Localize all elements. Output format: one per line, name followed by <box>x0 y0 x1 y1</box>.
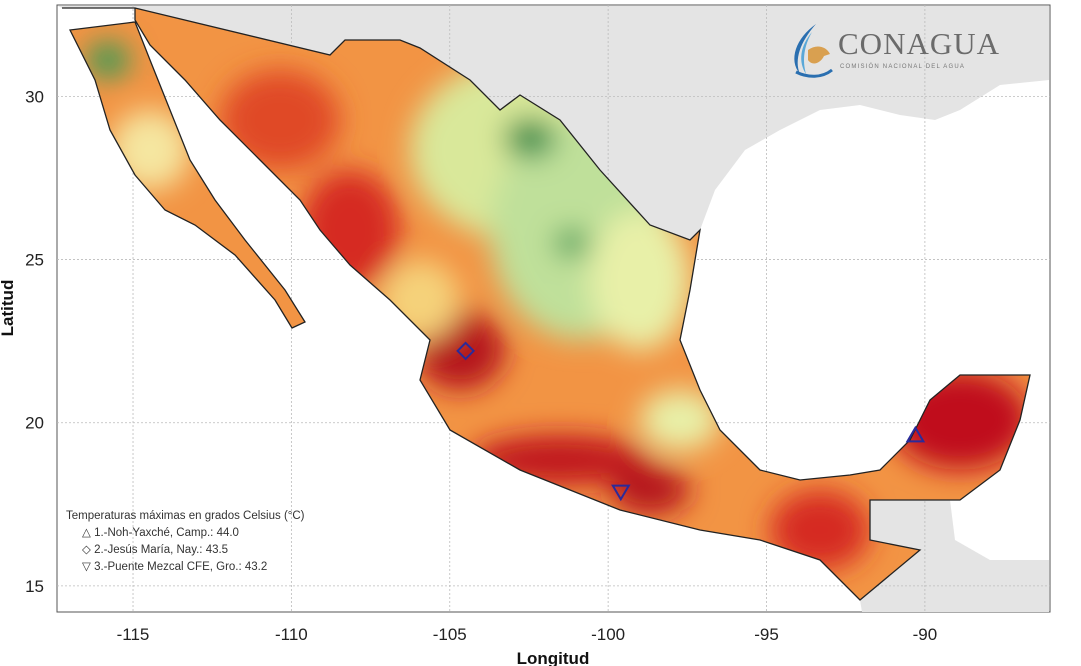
legend-item: △ 1.-Noh-Yaxché, Camp.: 44.0 <box>82 527 239 539</box>
triangle-up-icon: △ <box>82 527 91 539</box>
conagua-logo: CONAGUA COMISIÓN NACIONAL DEL AGUA <box>786 20 1026 80</box>
y-tick-label: 25 <box>25 251 44 270</box>
diamond-icon: ◇ <box>82 544 91 556</box>
x-tick-label: -110 <box>275 625 308 644</box>
diamond-marker <box>456 341 476 361</box>
y-axis-title: Latitud <box>0 280 17 337</box>
y-tick-label: 15 <box>25 577 44 596</box>
triangle-down-icon: ▽ <box>82 561 91 573</box>
x-tick-label: -100 <box>591 625 625 644</box>
legend-item: ▽ 3.-Puente Mezcal CFE, Gro.: 43.2 <box>82 561 268 573</box>
axis-ticks: -115 -110 -105 -100 -95 -90 15 20 25 30 <box>25 87 937 644</box>
triangle-up-marker <box>905 425 926 443</box>
station-markers <box>456 341 926 502</box>
conagua-emblem-icon <box>794 24 833 78</box>
x-tick-label: -90 <box>913 625 938 644</box>
legend: Temperaturas máximas en grados Celsius (… <box>66 508 305 576</box>
legend-item: ◇ 2.-Jesús María, Nay.: 43.5 <box>82 544 229 556</box>
logo-name: CONAGUA <box>838 26 1000 61</box>
mexico-outline <box>62 7 1031 601</box>
x-tick-label: -105 <box>433 625 467 644</box>
central-america-land <box>860 500 1049 612</box>
x-axis-title: Longitud <box>517 649 590 666</box>
y-tick-label: 20 <box>25 414 44 433</box>
y-tick-label: 30 <box>25 87 44 106</box>
triangle-down-marker <box>611 484 631 502</box>
x-tick-label: -95 <box>754 625 779 644</box>
united-states-land <box>58 6 1049 240</box>
logo-subtitle: COMISIÓN NACIONAL DEL AGUA <box>840 64 966 70</box>
x-tick-label: -115 <box>117 625 150 644</box>
legend-title: Temperaturas máximas en grados Celsius (… <box>66 510 305 522</box>
